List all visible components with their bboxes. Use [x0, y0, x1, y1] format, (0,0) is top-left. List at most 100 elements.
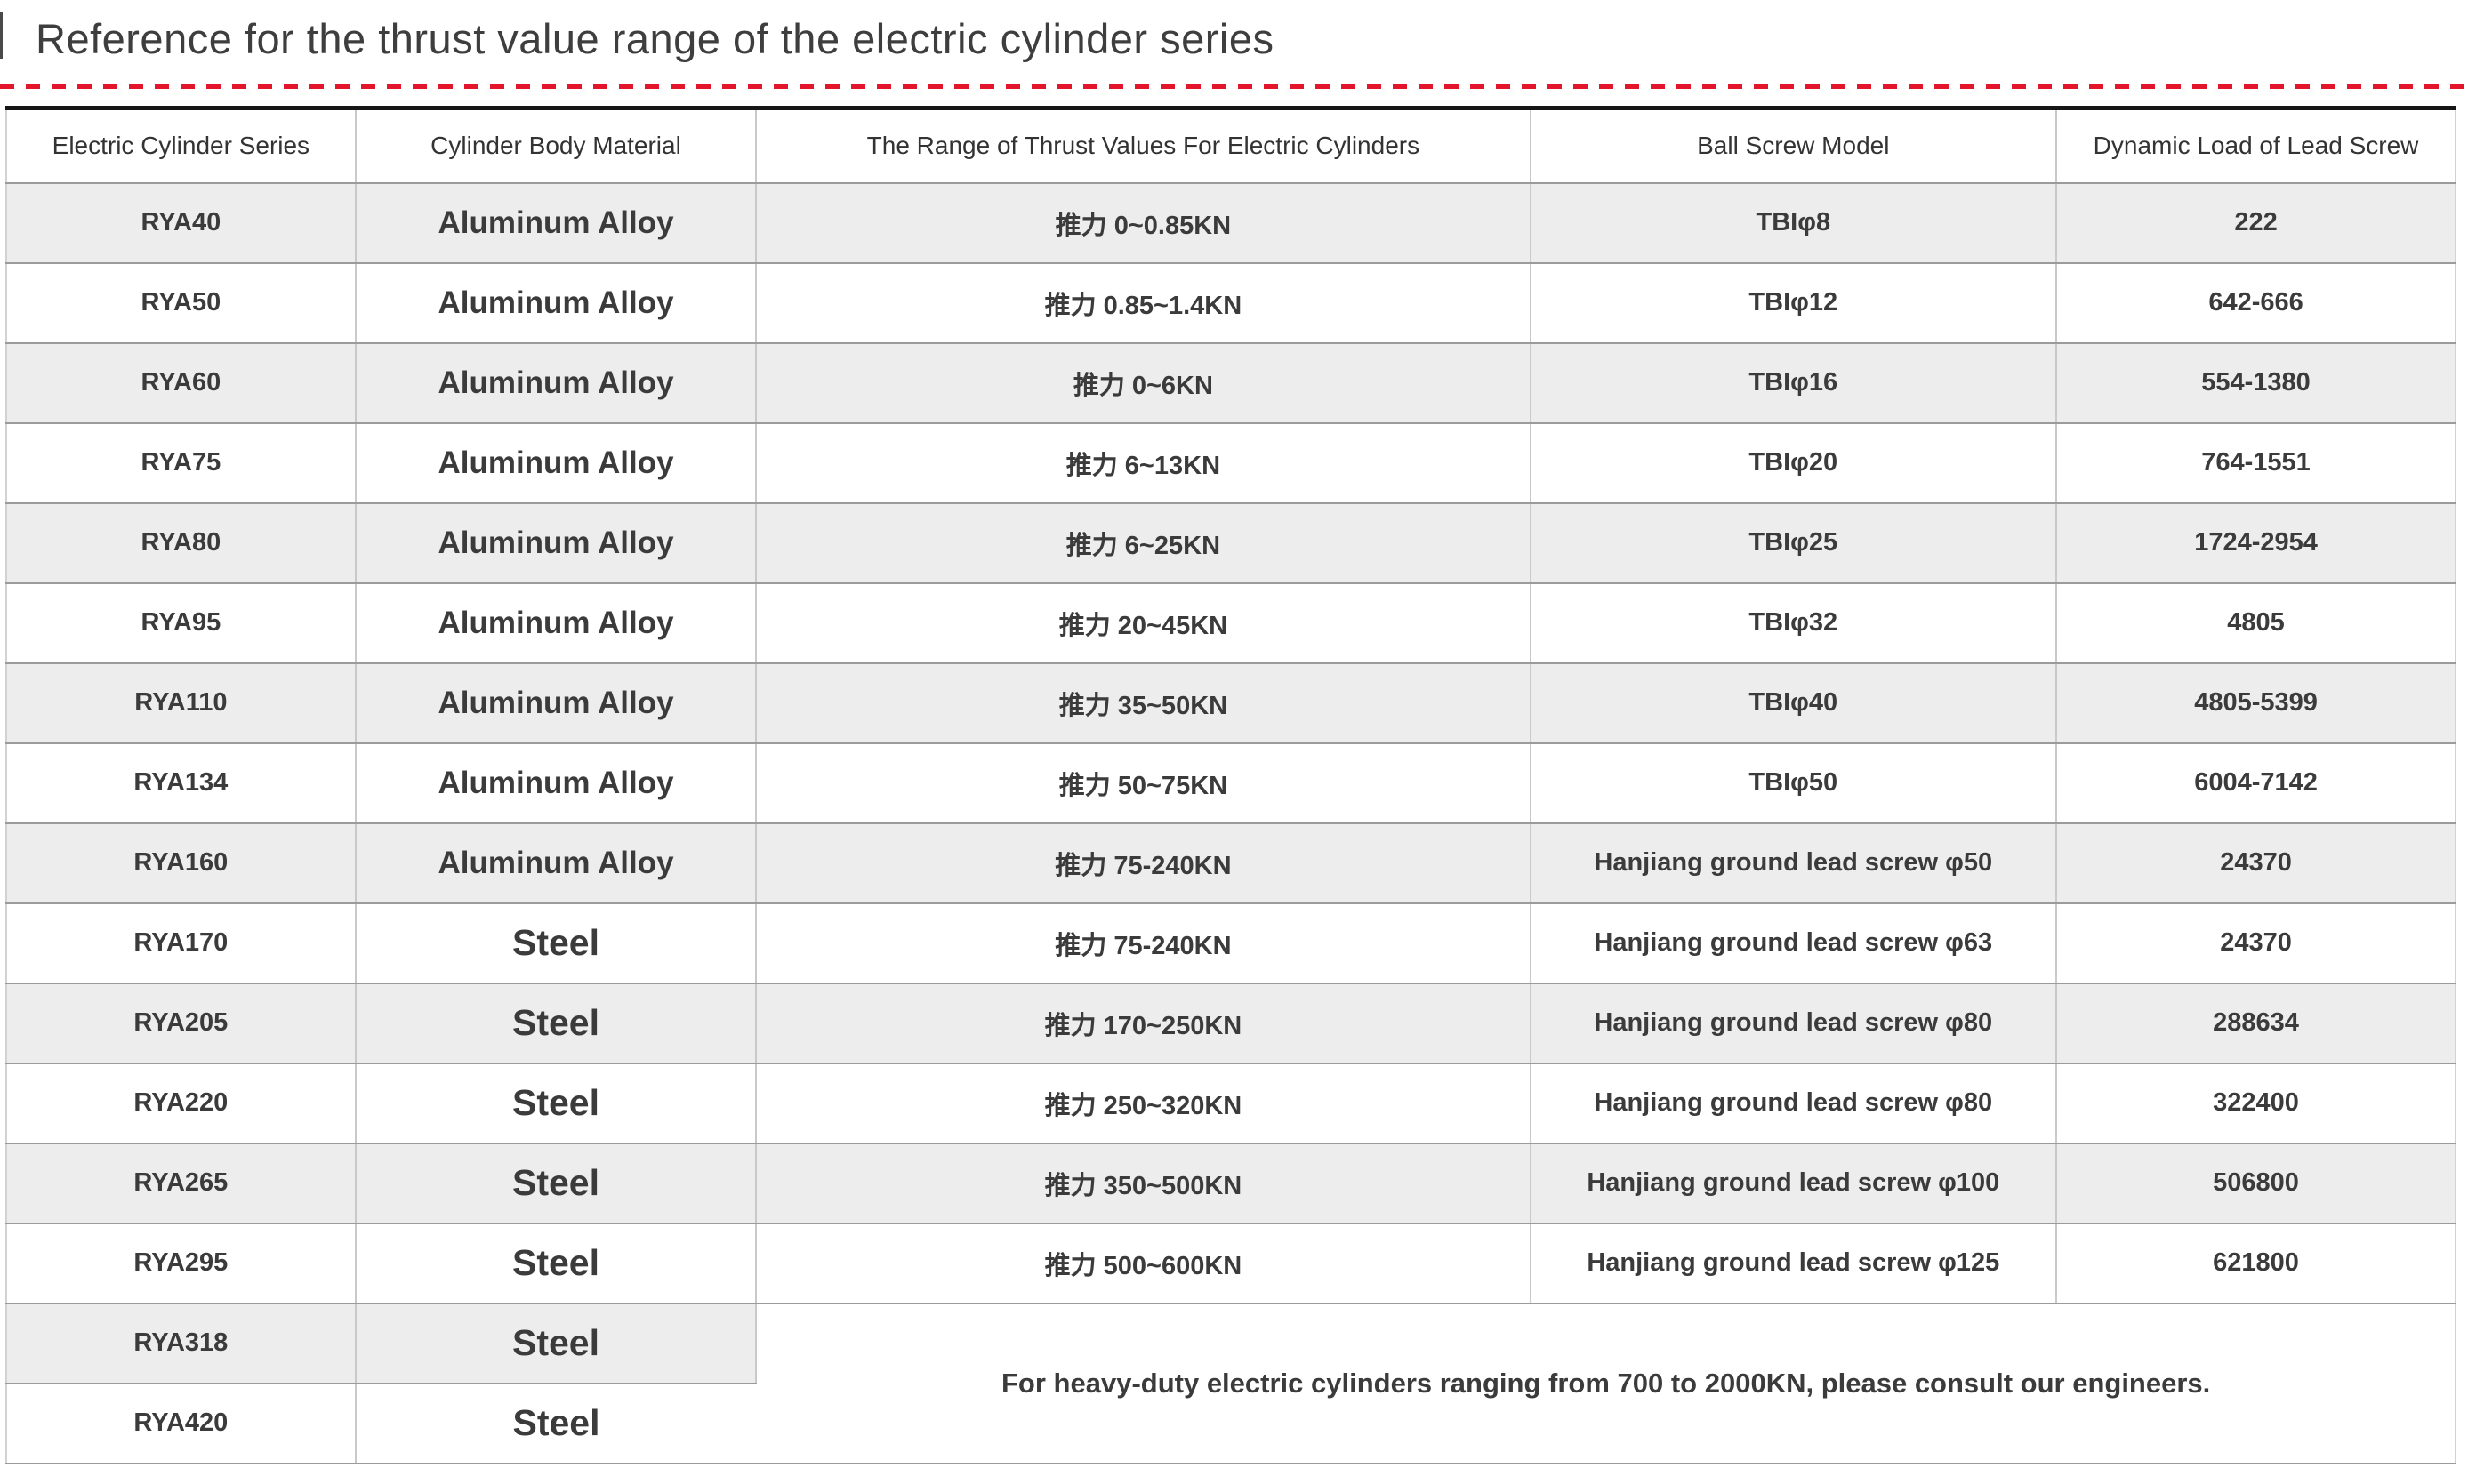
material-cell: Aluminum Alloy	[355, 422, 758, 504]
column-header-ball-screw: Ball Screw Model	[1530, 108, 2058, 184]
table-row: RYA265 Steel 推力 350~500KN Hanjiang groun…	[6, 1143, 2456, 1224]
load-cell: 222	[2056, 182, 2456, 264]
load-cell: 642-666	[2056, 262, 2456, 344]
thrust-cell: 推力 35~50KN	[756, 662, 1531, 744]
table-row: RYA95 Aluminum Alloy 推力 20~45KN TBIφ32 4…	[6, 582, 2456, 664]
table-row: RYA160 Aluminum Alloy 推力 75-240KN Hanjia…	[6, 822, 2456, 904]
thrust-reference-table: Electric Cylinder Series Cylinder Body M…	[5, 106, 2456, 1464]
thrust-cell: 推力 500~600KN	[756, 1223, 1531, 1304]
load-cell: 1724-2954	[2056, 502, 2456, 584]
thrust-cell: 推力 20~45KN	[756, 582, 1531, 664]
thrust-cell: 推力 75-240KN	[756, 902, 1531, 984]
column-header-series: Electric Cylinder Series	[6, 108, 357, 184]
load-cell: 764-1551	[2056, 422, 2456, 504]
edge-artifact	[0, 12, 3, 59]
material-cell: Steel	[355, 1383, 757, 1464]
thrust-cell: 推力 6~13KN	[756, 422, 1531, 504]
thrust-cell: 推力 0~6KN	[756, 342, 1531, 424]
material-cell: Steel	[355, 1143, 758, 1224]
series-cell: RYA205	[6, 983, 357, 1064]
table-row: RYA205 Steel 推力 170~250KN Hanjiang groun…	[6, 983, 2456, 1064]
table-row: RYA50 Aluminum Alloy 推力 0.85~1.4KN TBIφ1…	[6, 262, 2456, 344]
material-cell: Aluminum Alloy	[355, 502, 758, 584]
page-header: Reference for the thrust value range of …	[0, 0, 2476, 89]
series-cell: RYA134	[6, 742, 357, 824]
thrust-cell: 推力 350~500KN	[756, 1143, 1531, 1224]
header-row: Electric Cylinder Series Cylinder Body M…	[6, 108, 2456, 184]
material-cell: Steel	[355, 1063, 758, 1144]
table-row: RYA60 Aluminum Alloy 推力 0~6KN TBIφ16 554…	[6, 342, 2456, 424]
table-row: RYA40 Aluminum Alloy 推力 0~0.85KN TBIφ8 2…	[6, 182, 2456, 264]
material-cell: Aluminum Alloy	[355, 742, 758, 824]
series-cell: RYA420	[6, 1383, 357, 1464]
material-cell: Aluminum Alloy	[355, 662, 758, 744]
screw-cell: TBIφ16	[1530, 342, 2058, 424]
table-row: RYA75 Aluminum Alloy 推力 6~13KN TBIφ20 76…	[6, 422, 2456, 504]
heavy-duty-note-cell: For heavy-duty electric cylinders rangin…	[756, 1303, 2456, 1464]
series-cell: RYA75	[6, 422, 357, 504]
series-cell: RYA318	[6, 1303, 357, 1384]
screw-cell: TBIφ25	[1530, 502, 2058, 584]
table-row: RYA170 Steel 推力 75-240KN Hanjiang ground…	[6, 902, 2456, 984]
series-cell: RYA95	[6, 582, 357, 664]
material-cell: Steel	[355, 1303, 758, 1384]
load-cell: 621800	[2056, 1223, 2456, 1304]
screw-cell: Hanjiang ground lead screw φ50	[1530, 822, 2058, 904]
thrust-cell: 推力 250~320KN	[756, 1063, 1531, 1144]
load-cell: 4805	[2056, 582, 2456, 664]
screw-cell: TBIφ50	[1530, 742, 2058, 824]
series-cell: RYA80	[6, 502, 357, 584]
table-row: RYA220 Steel 推力 250~320KN Hanjiang groun…	[6, 1063, 2456, 1144]
screw-cell: TBIφ20	[1530, 422, 2058, 504]
thrust-cell: 推力 6~25KN	[756, 502, 1531, 584]
page-title: Reference for the thrust value range of …	[36, 15, 1274, 62]
material-cell: Aluminum Alloy	[355, 582, 758, 664]
table-row: RYA318 Steel For heavy-duty electric cyl…	[6, 1303, 2456, 1464]
section-divider-dashed	[0, 84, 2476, 89]
series-cell: RYA110	[6, 662, 357, 744]
load-cell: 24370	[2056, 902, 2456, 984]
thrust-cell: 推力 0.85~1.4KN	[756, 262, 1531, 344]
load-cell: 554-1380	[2056, 342, 2456, 424]
series-cell: RYA160	[6, 822, 357, 904]
series-cell: RYA50	[6, 262, 357, 344]
screw-cell: Hanjiang ground lead screw φ125	[1530, 1223, 2058, 1304]
thrust-cell: 推力 0~0.85KN	[756, 182, 1531, 264]
series-cell: RYA170	[6, 902, 357, 984]
screw-cell: Hanjiang ground lead screw φ80	[1530, 1063, 2058, 1144]
thrust-cell: 推力 50~75KN	[756, 742, 1531, 824]
load-cell: 322400	[2056, 1063, 2456, 1144]
table-row: RYA134 Aluminum Alloy 推力 50~75KN TBIφ50 …	[6, 742, 2456, 824]
load-cell: 4805-5399	[2056, 662, 2456, 744]
screw-cell: Hanjiang ground lead screw φ80	[1530, 983, 2058, 1064]
series-cell: RYA295	[6, 1223, 357, 1304]
screw-cell: TBIφ40	[1530, 662, 2058, 744]
thrust-cell: 推力 170~250KN	[756, 983, 1531, 1064]
material-cell: Steel	[355, 902, 758, 984]
load-cell: 24370	[2056, 822, 2456, 904]
material-cell: Aluminum Alloy	[355, 822, 758, 904]
series-cell: RYA265	[6, 1143, 357, 1224]
screw-cell: TBIφ12	[1530, 262, 2058, 344]
series-cell: RYA40	[6, 182, 357, 264]
load-cell: 288634	[2056, 983, 2456, 1064]
load-cell: 506800	[2056, 1143, 2456, 1224]
material-cell: Steel	[355, 983, 758, 1064]
table-row: RYA295 Steel 推力 500~600KN Hanjiang groun…	[6, 1223, 2456, 1304]
screw-cell: Hanjiang ground lead screw φ63	[1530, 902, 2058, 984]
screw-cell: TBIφ8	[1530, 182, 2058, 264]
table-row: RYA420 Steel	[6, 1383, 2456, 1464]
series-cell: RYA60	[6, 342, 357, 424]
table-row: RYA80 Aluminum Alloy 推力 6~25KN TBIφ25 17…	[6, 502, 2456, 584]
material-cell: Aluminum Alloy	[355, 342, 758, 424]
material-cell: Aluminum Alloy	[355, 182, 758, 264]
column-header-thrust-range: The Range of Thrust Values For Electric …	[756, 108, 1531, 184]
thrust-cell: 推力 75-240KN	[756, 822, 1531, 904]
column-header-dynamic-load: Dynamic Load of Lead Screw	[2056, 108, 2456, 184]
screw-cell: TBIφ32	[1530, 582, 2058, 664]
load-cell: 6004-7142	[2056, 742, 2456, 824]
series-cell: RYA220	[6, 1063, 357, 1144]
column-header-material: Cylinder Body Material	[355, 108, 758, 184]
table-row: RYA110 Aluminum Alloy 推力 35~50KN TBIφ40 …	[6, 662, 2456, 744]
material-cell: Aluminum Alloy	[355, 262, 758, 344]
